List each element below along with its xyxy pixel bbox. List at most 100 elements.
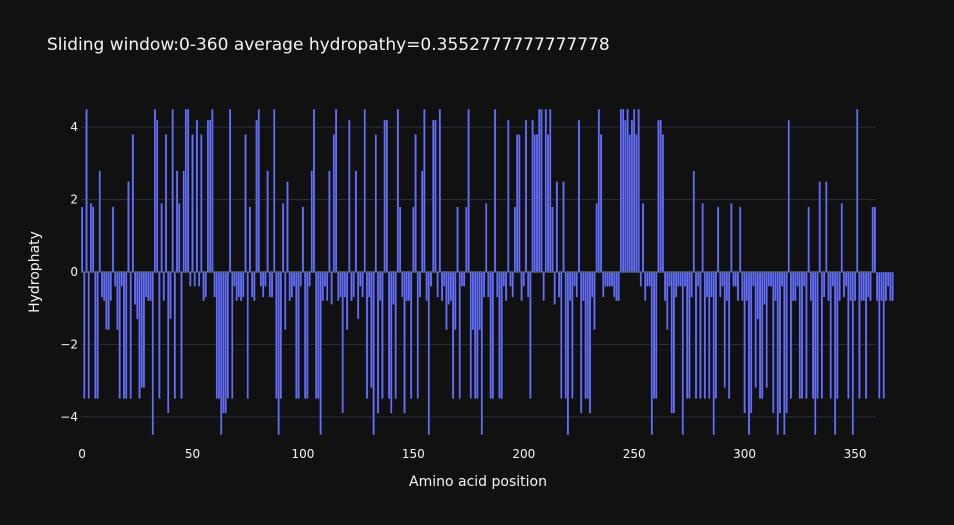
bar bbox=[261, 271, 265, 298]
bar bbox=[197, 271, 201, 287]
bar bbox=[637, 108, 640, 273]
bar bbox=[595, 203, 598, 273]
bar bbox=[354, 170, 358, 273]
bar bbox=[173, 271, 177, 399]
y-tick-label: 4 bbox=[70, 120, 78, 134]
bar bbox=[120, 271, 124, 287]
bar bbox=[871, 206, 874, 273]
bar bbox=[690, 271, 693, 298]
bar bbox=[829, 271, 833, 399]
bar bbox=[579, 271, 583, 414]
bar bbox=[140, 271, 144, 389]
bar bbox=[303, 271, 307, 399]
bar bbox=[323, 271, 327, 287]
bar bbox=[219, 271, 223, 436]
bar bbox=[171, 108, 174, 273]
bar bbox=[502, 271, 506, 287]
bar bbox=[847, 271, 850, 399]
bar bbox=[312, 108, 316, 273]
bar bbox=[785, 271, 788, 414]
bar bbox=[328, 170, 331, 273]
bar bbox=[266, 170, 269, 273]
bar bbox=[816, 271, 819, 399]
bar bbox=[670, 271, 674, 414]
bar bbox=[359, 271, 362, 287]
bar bbox=[500, 271, 503, 399]
bar bbox=[431, 119, 435, 273]
bar bbox=[396, 108, 400, 273]
bar bbox=[811, 271, 815, 399]
bar bbox=[831, 271, 835, 287]
bar bbox=[175, 170, 179, 273]
bar bbox=[553, 271, 556, 305]
bar bbox=[787, 119, 791, 273]
bar bbox=[297, 271, 300, 399]
bar bbox=[643, 271, 647, 302]
bar bbox=[833, 271, 837, 436]
bar bbox=[317, 271, 320, 399]
bar bbox=[767, 271, 771, 287]
bar bbox=[162, 271, 166, 302]
bar bbox=[398, 206, 402, 273]
bar bbox=[546, 134, 550, 273]
bar bbox=[449, 271, 453, 302]
bar bbox=[860, 271, 863, 302]
bar bbox=[111, 206, 115, 273]
bar bbox=[555, 181, 559, 273]
bar bbox=[133, 271, 137, 305]
bar bbox=[840, 203, 844, 273]
bar bbox=[619, 108, 623, 273]
bar bbox=[800, 271, 804, 399]
bar bbox=[809, 271, 813, 302]
bar bbox=[113, 271, 117, 287]
bar bbox=[613, 271, 616, 298]
bar bbox=[838, 271, 841, 302]
bar bbox=[230, 271, 234, 399]
bar bbox=[780, 271, 784, 287]
bar bbox=[747, 271, 751, 436]
bar bbox=[738, 206, 742, 273]
bar bbox=[414, 134, 417, 273]
bar bbox=[663, 271, 667, 302]
bar bbox=[387, 271, 391, 399]
bar bbox=[142, 271, 146, 389]
bar bbox=[526, 271, 530, 298]
bar bbox=[694, 271, 698, 399]
bar bbox=[853, 271, 857, 302]
bar bbox=[381, 271, 384, 399]
bar bbox=[626, 108, 629, 273]
bar bbox=[889, 271, 892, 302]
bar bbox=[844, 271, 848, 287]
bar bbox=[610, 271, 614, 287]
bar bbox=[575, 271, 579, 298]
bar bbox=[518, 134, 521, 273]
bar bbox=[484, 203, 488, 273]
bar bbox=[875, 271, 879, 302]
bar bbox=[447, 271, 450, 305]
bar bbox=[880, 271, 883, 302]
x-tick-label: 0 bbox=[78, 447, 86, 461]
bar bbox=[427, 271, 431, 436]
y-tick-label: 0 bbox=[70, 265, 78, 279]
bar bbox=[325, 271, 329, 302]
bar bbox=[299, 271, 303, 287]
bar bbox=[255, 119, 258, 273]
bar bbox=[418, 271, 422, 298]
bar bbox=[345, 271, 349, 331]
bar bbox=[482, 271, 486, 298]
bar bbox=[378, 271, 382, 302]
bar bbox=[217, 271, 221, 399]
bar bbox=[211, 108, 214, 273]
bar bbox=[701, 203, 704, 273]
bar bbox=[442, 271, 446, 287]
bar bbox=[593, 271, 596, 331]
y-tick-label: 2 bbox=[70, 193, 78, 207]
bar bbox=[590, 271, 594, 298]
bar bbox=[752, 271, 755, 287]
bar bbox=[153, 108, 157, 273]
x-tick-labels: 0 50 100 150 200 250 300 350 bbox=[78, 447, 866, 461]
bar bbox=[774, 271, 777, 302]
bar bbox=[314, 271, 318, 399]
